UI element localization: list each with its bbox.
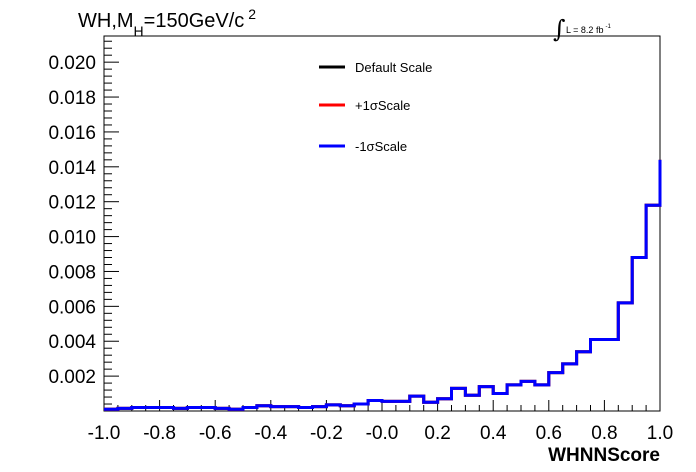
x-tick-label: -0.6	[199, 423, 232, 444]
x-axis-title: WHNNScore	[548, 445, 660, 466]
y-tick-label: 0.016	[48, 123, 96, 144]
y-tick-label: 0.014	[48, 158, 96, 179]
series-line-2	[104, 159, 662, 411]
y-tick-label: 0.010	[48, 228, 96, 249]
x-tick-label: -0.0	[366, 423, 399, 444]
legend: Default Scale +1σScale -1σScale	[319, 60, 432, 154]
x-tick-label: -1.0	[88, 423, 121, 444]
luminosity-unit-exponent: -1	[605, 24, 611, 30]
legend-label: -1σScale	[355, 139, 407, 154]
chart-title: WH,MH=150GeV/c 2	[78, 6, 256, 39]
luminosity-label: ∫ L = 8.2 fb -1	[553, 15, 611, 43]
title-mid: =150GeV/c	[144, 10, 245, 32]
x-tick-label: 0.8	[591, 423, 617, 444]
y-tick-label: 0.020	[48, 53, 96, 74]
legend-label: Default Scale	[355, 60, 432, 75]
x-tick-label: -0.2	[310, 423, 343, 444]
y-axis: 0.002 0.004 0.006 0.008 0.010 0.012 0.014 0.016…	[48, 40, 119, 405]
integral-sign: ∫	[553, 15, 566, 43]
luminosity-text: L = 8.2 fb -1	[566, 24, 611, 35]
x-tick-label: -0.8	[143, 423, 176, 444]
title-prefix: WH,M	[78, 10, 134, 32]
legend-label: +1σScale	[355, 98, 410, 113]
x-tick-label: 0.2	[424, 423, 450, 444]
y-tick-label: 0.004	[48, 332, 96, 353]
x-tick-label: 0.4	[480, 423, 507, 444]
title-superscript: 2	[248, 6, 256, 22]
luminosity-value: L = 8.2 fb	[566, 25, 603, 35]
y-tick-label: 0.012	[48, 193, 96, 214]
title-subscript: H	[134, 23, 144, 39]
y-tick-label: 0.008	[48, 262, 96, 283]
x-tick-label: 0.6	[536, 423, 562, 444]
y-tick-label: 0.018	[48, 88, 96, 109]
series-layer	[104, 159, 662, 411]
x-tick-label: -0.4	[254, 423, 287, 444]
y-tick-label: 0.006	[48, 297, 96, 318]
y-tick-label: 0.002	[48, 367, 96, 388]
x-tick-label: 1.0	[647, 423, 673, 444]
x-axis: -1.0 -0.8 -0.6 -0.4 -0.2 -0.0 0.2 0.4 0.6 0.8 1.0	[88, 400, 673, 444]
